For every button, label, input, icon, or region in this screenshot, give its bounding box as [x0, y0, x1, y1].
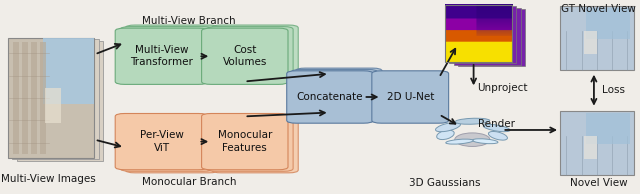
FancyBboxPatch shape [125, 25, 218, 81]
Text: Concatenate: Concatenate [297, 92, 363, 102]
FancyBboxPatch shape [45, 88, 61, 123]
Text: 2D U-Net: 2D U-Net [387, 92, 434, 102]
Text: Cost
Volumes: Cost Volumes [223, 45, 267, 68]
FancyBboxPatch shape [202, 28, 288, 84]
Text: Loss: Loss [602, 85, 625, 95]
FancyBboxPatch shape [560, 6, 634, 70]
Ellipse shape [472, 139, 498, 144]
FancyBboxPatch shape [22, 42, 28, 154]
FancyBboxPatch shape [296, 68, 382, 120]
FancyBboxPatch shape [458, 9, 525, 66]
FancyBboxPatch shape [584, 31, 597, 54]
FancyBboxPatch shape [586, 8, 630, 39]
FancyBboxPatch shape [287, 71, 373, 123]
Text: Multi-View Branch: Multi-View Branch [142, 16, 236, 26]
Text: Unproject: Unproject [477, 83, 527, 93]
Text: Per-View
ViT: Per-View ViT [140, 130, 184, 153]
Text: Multi-View
Transformer: Multi-View Transformer [130, 45, 193, 68]
FancyBboxPatch shape [449, 6, 516, 63]
FancyBboxPatch shape [120, 115, 213, 171]
Text: GT Novel View: GT Novel View [561, 4, 636, 14]
FancyBboxPatch shape [207, 27, 293, 83]
FancyBboxPatch shape [560, 111, 634, 175]
FancyBboxPatch shape [212, 25, 298, 81]
FancyBboxPatch shape [291, 69, 378, 122]
FancyBboxPatch shape [40, 42, 46, 154]
FancyBboxPatch shape [115, 28, 208, 84]
Text: Novel View: Novel View [570, 178, 627, 188]
FancyBboxPatch shape [212, 117, 298, 173]
Ellipse shape [436, 130, 454, 139]
FancyBboxPatch shape [115, 113, 208, 170]
FancyBboxPatch shape [202, 113, 288, 170]
Ellipse shape [455, 118, 490, 124]
FancyBboxPatch shape [207, 115, 293, 171]
Ellipse shape [446, 139, 473, 144]
FancyBboxPatch shape [586, 113, 630, 144]
Ellipse shape [483, 124, 510, 132]
FancyBboxPatch shape [43, 38, 94, 104]
Text: Multi-View Images: Multi-View Images [1, 174, 95, 184]
FancyBboxPatch shape [120, 27, 213, 83]
FancyBboxPatch shape [31, 42, 37, 154]
FancyBboxPatch shape [454, 8, 521, 65]
FancyBboxPatch shape [584, 136, 597, 159]
Text: Monocular Branch: Monocular Branch [141, 177, 236, 187]
FancyBboxPatch shape [12, 39, 99, 159]
Text: Render: Render [478, 119, 515, 129]
FancyBboxPatch shape [8, 38, 94, 158]
Text: Monocular
Features: Monocular Features [218, 130, 272, 153]
Ellipse shape [435, 122, 461, 132]
FancyBboxPatch shape [17, 41, 103, 161]
Text: 3D Gaussians: 3D Gaussians [409, 178, 481, 188]
Ellipse shape [454, 133, 490, 146]
FancyBboxPatch shape [125, 117, 218, 173]
Ellipse shape [488, 132, 508, 140]
FancyBboxPatch shape [372, 71, 449, 123]
FancyBboxPatch shape [13, 42, 19, 154]
